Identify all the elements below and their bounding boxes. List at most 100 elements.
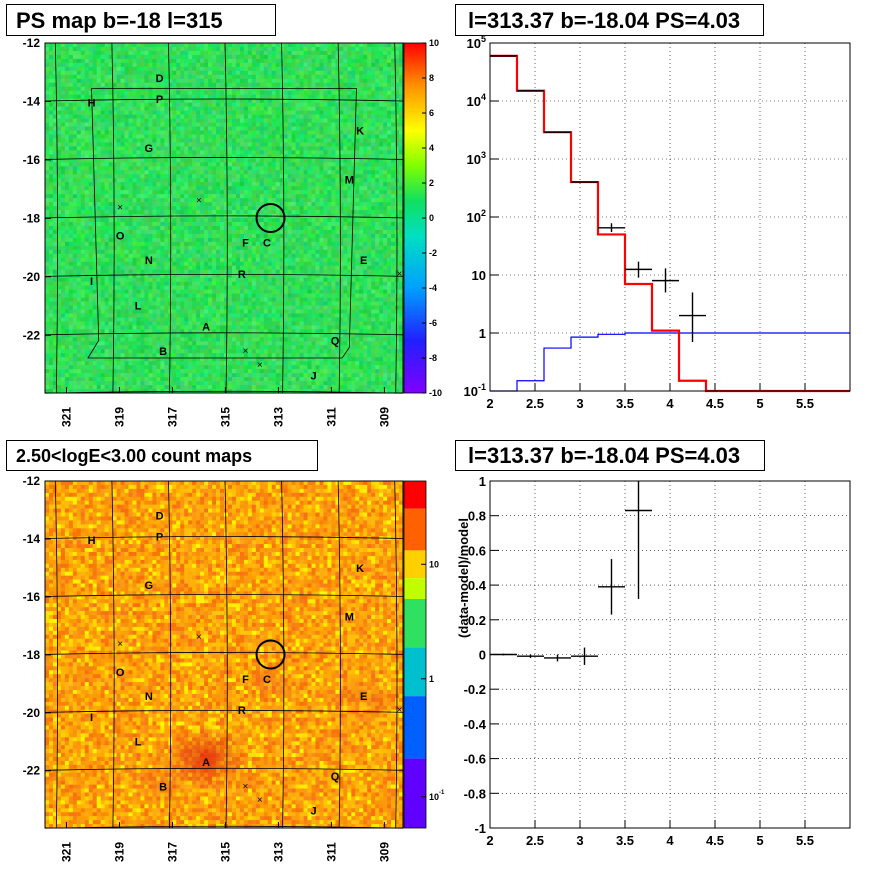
y-tick-label: -0.2 bbox=[464, 682, 486, 697]
source-label-d: D bbox=[156, 73, 164, 85]
colorbar-tick-label: 10 bbox=[429, 559, 439, 569]
source-label-k: K bbox=[356, 563, 364, 575]
x-tick-label: 309 bbox=[377, 842, 391, 862]
source-label-b: B bbox=[159, 781, 167, 793]
source-label-e: E bbox=[360, 691, 367, 703]
source-label-b: B bbox=[159, 346, 167, 358]
y-tick-label: 0 bbox=[479, 648, 486, 663]
x-tick-label: 311 bbox=[324, 842, 338, 862]
data-point bbox=[598, 223, 625, 232]
data-point bbox=[679, 292, 706, 342]
source-label-n: N bbox=[145, 691, 153, 703]
y-tick-label: 1 bbox=[479, 474, 486, 489]
x-tick-label: 4.5 bbox=[706, 396, 724, 411]
y-tick-label: 10-1 bbox=[464, 382, 486, 399]
colorbar-band bbox=[404, 648, 426, 697]
y-tick-label: -18 bbox=[23, 648, 41, 662]
source-label-h: H bbox=[88, 98, 96, 110]
colorbar-tick-label: 4 bbox=[429, 143, 434, 153]
source-label-m: M bbox=[345, 611, 354, 623]
source-cross-marker: × bbox=[396, 705, 402, 716]
x-tick-label: 3 bbox=[576, 833, 583, 848]
y-tick-label: -14 bbox=[23, 532, 41, 546]
x-tick-label: 2.5 bbox=[526, 396, 544, 411]
source-label-p: P bbox=[156, 532, 163, 544]
residual-point bbox=[625, 481, 652, 599]
colorbar-tick-label: 0 bbox=[429, 213, 434, 223]
source-label-e: E bbox=[360, 255, 367, 267]
x-tick-label: 319 bbox=[112, 407, 126, 427]
colorbar-tick-label: -6 bbox=[429, 318, 437, 328]
colorbar-band bbox=[404, 599, 426, 648]
y-tick-label: 103 bbox=[467, 150, 486, 167]
x-tick-label: 3.5 bbox=[616, 833, 634, 848]
x-tick-label: 313 bbox=[271, 407, 285, 427]
colorbar-tick-label: 8 bbox=[429, 73, 434, 83]
source-cross-marker: × bbox=[243, 781, 249, 792]
source-cross-marker: × bbox=[117, 203, 123, 214]
colorbar-tick-label: 1 bbox=[429, 674, 434, 684]
source-label-g: G bbox=[145, 143, 154, 155]
colorbar-band bbox=[404, 759, 426, 828]
y-tick-label: -16 bbox=[23, 590, 41, 604]
source-label-a: A bbox=[202, 757, 210, 769]
x-tick-label: 3.5 bbox=[616, 396, 634, 411]
colorbar-tick-label: 10 bbox=[429, 38, 439, 48]
source-label-c: C bbox=[263, 238, 271, 250]
source-cross-marker: × bbox=[117, 639, 123, 650]
colorbar-band bbox=[404, 481, 426, 509]
colorbar-band bbox=[404, 509, 426, 551]
colorbar-tick-label: -4 bbox=[429, 283, 437, 293]
source-label-i: I bbox=[90, 276, 93, 288]
x-tick-label: 321 bbox=[59, 842, 73, 862]
source-label-j: J bbox=[310, 806, 316, 818]
y-tick-label: -0.6 bbox=[464, 752, 486, 767]
x-tick-label: 5 bbox=[756, 833, 763, 848]
x-tick-label: 2.5 bbox=[526, 833, 544, 848]
colorbar-band bbox=[404, 696, 426, 758]
source-cross-marker: × bbox=[243, 346, 249, 357]
source-label-i: I bbox=[90, 712, 93, 724]
source-label-r: R bbox=[238, 705, 246, 717]
source-label-h: H bbox=[88, 535, 96, 547]
residual-panel bbox=[490, 481, 850, 828]
source-cross-marker: × bbox=[257, 360, 263, 371]
colorbar-band bbox=[404, 578, 426, 599]
source-label-m: M bbox=[345, 175, 354, 187]
source-label-j: J bbox=[310, 371, 316, 383]
source-label-r: R bbox=[238, 269, 246, 281]
x-tick-label: 4 bbox=[666, 396, 674, 411]
source-label-p: P bbox=[156, 94, 163, 106]
x-tick-label: 4.5 bbox=[706, 833, 724, 848]
y-tick-label: 105 bbox=[467, 34, 486, 51]
source-label-l: L bbox=[135, 736, 142, 748]
y-tick-label: -16 bbox=[23, 153, 41, 167]
source-cross-marker: × bbox=[257, 795, 263, 806]
source-label-c: C bbox=[263, 674, 271, 686]
source-label-d: D bbox=[156, 511, 164, 523]
spectrum-panel bbox=[490, 43, 850, 391]
y-tick-label: -18 bbox=[23, 211, 41, 225]
residual-point bbox=[517, 655, 544, 658]
colorbar-tick-label: 10-1 bbox=[429, 790, 445, 802]
x-tick-label: 5.5 bbox=[796, 833, 814, 848]
source-label-l: L bbox=[135, 301, 142, 313]
x-tick-label: 309 bbox=[377, 407, 391, 427]
source-label-q: Q bbox=[331, 771, 340, 783]
y-tick-label: -20 bbox=[23, 706, 41, 720]
colorbar-tick-label: 2 bbox=[429, 178, 434, 188]
ps-map-panel bbox=[45, 43, 426, 393]
source-label-k: K bbox=[356, 126, 364, 138]
source-label-a: A bbox=[202, 322, 210, 334]
y-tick-label: 10 bbox=[472, 268, 486, 283]
source-label-f: F bbox=[242, 238, 249, 250]
source-cross-marker: × bbox=[196, 632, 202, 643]
y-tick-label: 104 bbox=[467, 92, 486, 109]
source-label-o: O bbox=[116, 231, 125, 243]
y-axis-label: (data-model)/model bbox=[456, 518, 471, 638]
x-tick-label: 311 bbox=[324, 407, 338, 427]
source-label-g: G bbox=[145, 580, 154, 592]
count-map-panel bbox=[45, 481, 426, 828]
source-label-o: O bbox=[116, 667, 125, 679]
residual-point bbox=[544, 655, 571, 662]
